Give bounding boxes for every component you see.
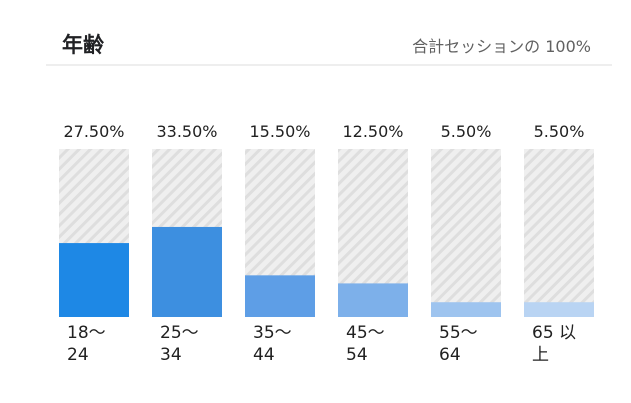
category-label: 24 (67, 345, 89, 365)
bar-track (431, 149, 501, 317)
bar-group[interactable]: 12.50% 45～54 (338, 122, 408, 365)
bar[interactable] (152, 226, 222, 317)
category-label: 25～ (160, 323, 199, 343)
category-label: 64 (439, 345, 461, 365)
category-label: 上 (532, 345, 549, 365)
bar-value-label: 27.50% (63, 122, 124, 141)
card-title: 年齢 (62, 33, 104, 57)
bar-group[interactable]: 15.50% 35～44 (245, 122, 315, 365)
bar-value-label: 5.50% (534, 122, 585, 141)
card-subtitle: 合計セッションの 100% (412, 37, 591, 56)
bar[interactable] (338, 283, 408, 317)
category-label: 44 (253, 345, 275, 365)
bar-group[interactable]: 5.50% 55～64 (431, 122, 501, 365)
bar-value-label: 12.50% (342, 122, 403, 141)
bar-group[interactable]: 33.50% 25～34 (152, 122, 222, 365)
category-label: 45～ (346, 323, 385, 343)
category-label: 65 以 (532, 323, 576, 343)
bar-value-label: 5.50% (441, 122, 492, 141)
bar[interactable] (431, 302, 501, 317)
category-label: 55～ (439, 323, 478, 343)
bar-group[interactable]: 27.50% 18～24 (59, 122, 129, 365)
bars-layer: 27.50% 18～24 33.50% 25～34 15.50% 35～44 12.50% 4… (59, 122, 594, 365)
header-divider (46, 64, 612, 66)
category-label: 54 (346, 345, 368, 365)
bar[interactable] (59, 243, 129, 317)
category-label: 34 (160, 345, 182, 365)
bar[interactable] (524, 302, 594, 317)
bar-value-label: 33.50% (156, 122, 217, 141)
bar-track (524, 149, 594, 317)
category-label: 18～ (67, 323, 106, 343)
bar-value-label: 15.50% (249, 122, 310, 141)
category-label: 35～ (253, 323, 292, 343)
bar-group[interactable]: 5.50% 65 以上 (524, 122, 594, 365)
bar[interactable] (245, 275, 315, 317)
